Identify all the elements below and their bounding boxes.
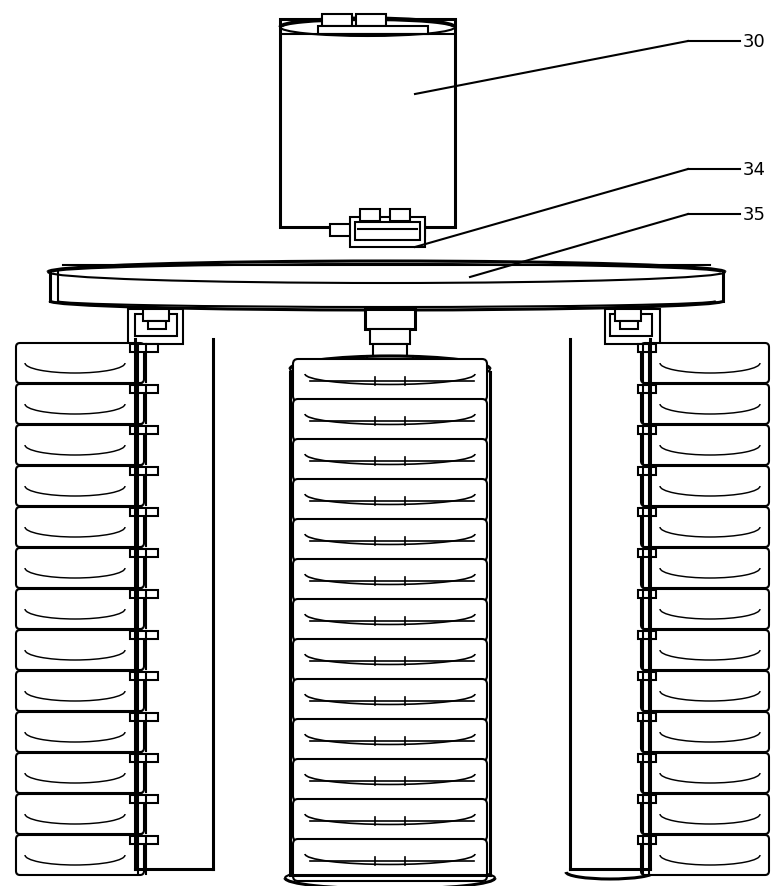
- FancyBboxPatch shape: [641, 794, 769, 834]
- FancyBboxPatch shape: [293, 719, 487, 761]
- FancyBboxPatch shape: [293, 839, 487, 881]
- Bar: [143, 309, 169, 322]
- Bar: [130, 836, 158, 844]
- Bar: [130, 632, 158, 640]
- FancyBboxPatch shape: [293, 439, 487, 481]
- Bar: [130, 549, 158, 557]
- Bar: [638, 468, 656, 476]
- FancyBboxPatch shape: [16, 466, 144, 507]
- FancyBboxPatch shape: [293, 680, 487, 721]
- Text: 30: 30: [743, 33, 766, 51]
- FancyBboxPatch shape: [16, 385, 144, 424]
- Bar: [350, 218, 425, 248]
- FancyBboxPatch shape: [641, 630, 769, 670]
- FancyBboxPatch shape: [641, 753, 769, 793]
- Bar: [605, 309, 660, 345]
- Bar: [365, 309, 415, 330]
- FancyBboxPatch shape: [293, 360, 487, 401]
- Bar: [638, 672, 656, 680]
- FancyBboxPatch shape: [16, 425, 144, 465]
- Bar: [373, 345, 407, 356]
- Bar: [130, 672, 158, 680]
- FancyBboxPatch shape: [293, 640, 487, 681]
- FancyBboxPatch shape: [293, 759, 487, 801]
- Bar: [280, 20, 455, 228]
- FancyBboxPatch shape: [641, 712, 769, 752]
- Bar: [638, 426, 656, 434]
- FancyBboxPatch shape: [641, 466, 769, 507]
- Bar: [355, 222, 420, 241]
- Bar: [360, 210, 380, 222]
- FancyBboxPatch shape: [16, 344, 144, 384]
- Bar: [330, 225, 425, 237]
- FancyBboxPatch shape: [641, 672, 769, 711]
- FancyBboxPatch shape: [16, 753, 144, 793]
- Bar: [130, 385, 158, 393]
- FancyBboxPatch shape: [641, 508, 769, 548]
- Bar: [130, 509, 158, 517]
- Bar: [638, 385, 656, 393]
- Bar: [130, 468, 158, 476]
- FancyBboxPatch shape: [293, 400, 487, 441]
- Bar: [322, 15, 352, 27]
- FancyBboxPatch shape: [16, 712, 144, 752]
- Bar: [148, 322, 166, 330]
- FancyBboxPatch shape: [16, 630, 144, 670]
- Text: 34: 34: [743, 161, 766, 179]
- Bar: [130, 713, 158, 721]
- Bar: [638, 590, 656, 598]
- Bar: [638, 836, 656, 844]
- Bar: [390, 210, 410, 222]
- Text: 35: 35: [743, 206, 766, 224]
- FancyBboxPatch shape: [16, 835, 144, 875]
- Bar: [356, 15, 386, 27]
- Bar: [638, 713, 656, 721]
- FancyBboxPatch shape: [293, 799, 487, 841]
- Bar: [370, 330, 410, 345]
- FancyBboxPatch shape: [16, 548, 144, 588]
- Bar: [130, 754, 158, 762]
- FancyBboxPatch shape: [16, 794, 144, 834]
- Bar: [130, 345, 158, 353]
- FancyBboxPatch shape: [293, 519, 487, 562]
- Bar: [130, 590, 158, 598]
- Bar: [130, 795, 158, 803]
- FancyBboxPatch shape: [641, 548, 769, 588]
- Bar: [615, 309, 641, 322]
- Bar: [638, 795, 656, 803]
- FancyBboxPatch shape: [16, 508, 144, 548]
- Bar: [620, 322, 638, 330]
- Bar: [638, 345, 656, 353]
- Bar: [610, 315, 652, 337]
- FancyBboxPatch shape: [641, 835, 769, 875]
- FancyBboxPatch shape: [641, 344, 769, 384]
- Bar: [638, 632, 656, 640]
- Bar: [128, 309, 183, 345]
- Bar: [638, 549, 656, 557]
- Bar: [135, 315, 177, 337]
- FancyBboxPatch shape: [293, 479, 487, 522]
- FancyBboxPatch shape: [16, 672, 144, 711]
- FancyBboxPatch shape: [641, 589, 769, 629]
- Bar: [367, 356, 413, 367]
- FancyBboxPatch shape: [16, 589, 144, 629]
- FancyBboxPatch shape: [293, 559, 487, 602]
- Bar: [638, 509, 656, 517]
- Bar: [638, 754, 656, 762]
- FancyBboxPatch shape: [641, 425, 769, 465]
- FancyBboxPatch shape: [641, 385, 769, 424]
- Bar: [130, 426, 158, 434]
- Bar: [318, 27, 428, 35]
- FancyBboxPatch shape: [293, 599, 487, 641]
